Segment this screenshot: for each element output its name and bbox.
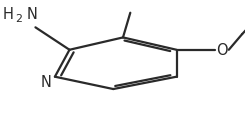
Text: O: O <box>216 43 227 58</box>
Text: N: N <box>41 75 52 89</box>
Text: 2: 2 <box>15 13 22 23</box>
Text: H: H <box>3 7 14 22</box>
Text: N: N <box>27 7 38 22</box>
